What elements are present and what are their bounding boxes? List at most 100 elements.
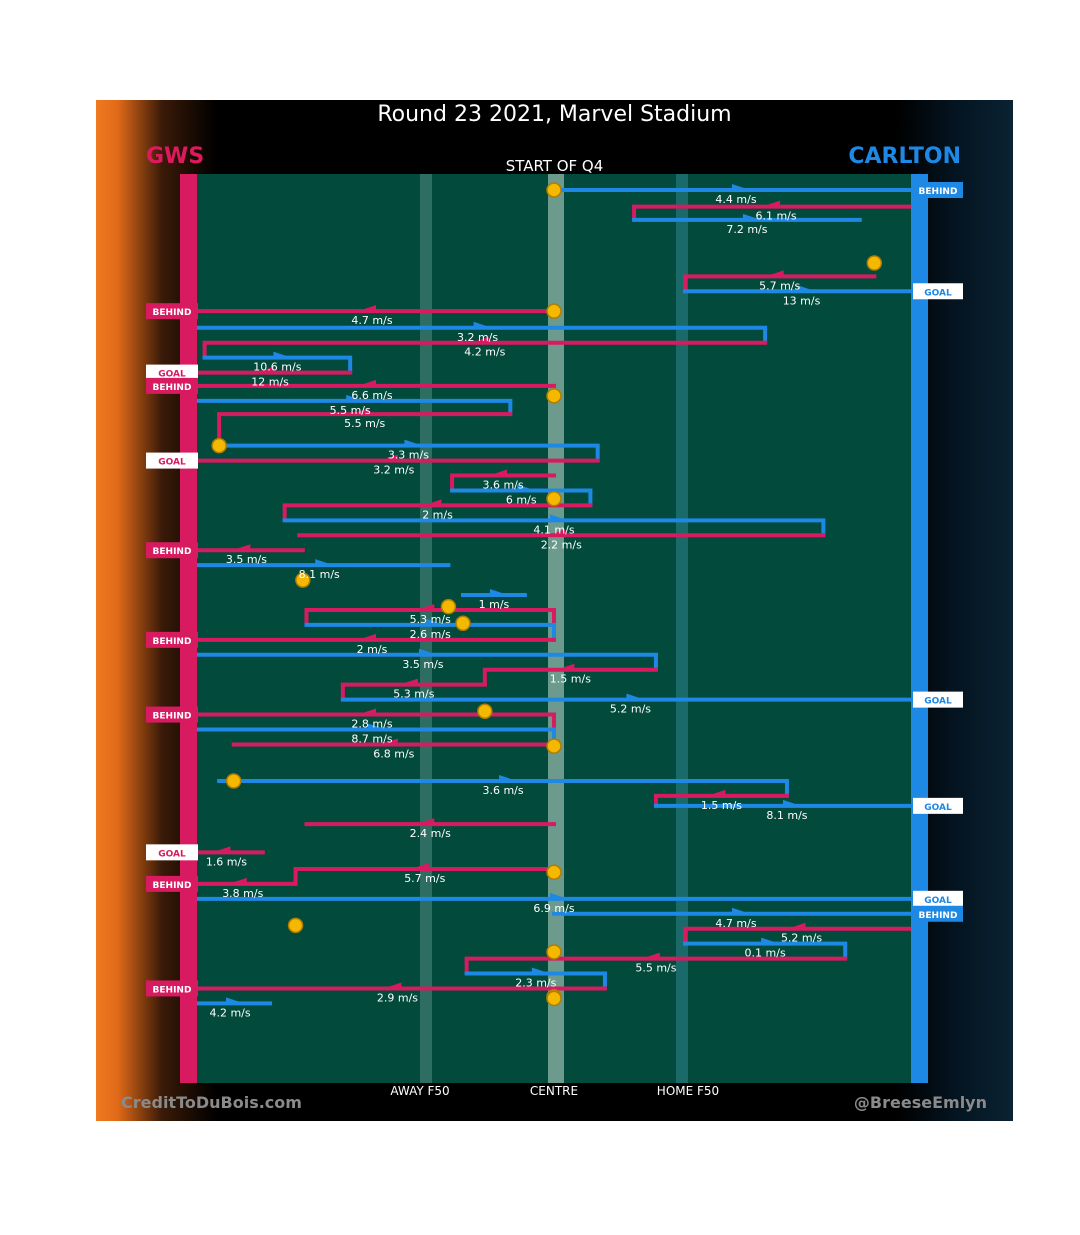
chain-37-arrow	[212, 846, 231, 854]
chain-21-arrow	[315, 559, 334, 567]
chain-46-arrow	[383, 982, 402, 990]
chain-42-arrow	[787, 922, 806, 930]
chain-41-end-label: BEHIND	[919, 911, 958, 921]
chain-7-arrow	[470, 336, 489, 344]
chain-20-arrow	[232, 544, 251, 552]
chain-32-speed-label: 6.8 m/s	[373, 747, 414, 760]
chain-9-arrow	[256, 366, 275, 374]
chain-39-arrow	[228, 877, 247, 885]
chain-35-speed-label: 8.1 m/s	[766, 809, 807, 822]
chain-45-arrow	[531, 967, 550, 975]
chain-4-end-badge	[913, 283, 963, 300]
chain-3-arrow	[765, 270, 784, 278]
chain-5-end-badge	[146, 303, 198, 320]
chain-11-speed-label: 5.5 m/s	[330, 404, 371, 417]
stoppage-marker-0	[546, 182, 562, 198]
chain-24-arrow	[426, 618, 445, 626]
stoppage-marker-12	[546, 864, 562, 881]
stoppage-marker-6	[295, 572, 311, 588]
chain-24-speed-label: 2.6 m/s	[410, 628, 451, 641]
chain-25-speed-label: 2 m/s	[357, 643, 388, 656]
chain-4-speed-label: 13 m/s	[783, 294, 821, 307]
away-team-label: CARLTON	[848, 144, 961, 169]
chain-39-end-badge	[146, 875, 198, 892]
chain-0-end-badge	[913, 182, 963, 198]
stoppage-marker-4	[211, 437, 227, 454]
chain-0-arrow	[732, 184, 750, 191]
chain-14-end-label: GOAL	[158, 458, 186, 468]
chain-6-arrow	[473, 321, 492, 329]
chain-10-arrow	[358, 379, 376, 387]
chain-29-end-badge	[913, 691, 963, 708]
home-team-label: GWS	[146, 144, 205, 169]
chain-37-end-label: GOAL	[158, 849, 186, 859]
chain-9-speed-label: 12 m/s	[251, 376, 289, 389]
chain-14-speed-label: 3.2 m/s	[373, 464, 414, 477]
chain-23-arrow	[416, 603, 435, 611]
chain-11-arrow	[346, 394, 365, 402]
chain-30-arrow	[358, 708, 376, 716]
chain-26-arrow	[418, 648, 437, 656]
chain-4-end-label: GOAL	[924, 288, 952, 298]
chain-30-speed-label: 2.8 m/s	[351, 718, 392, 731]
chain-4-arrow	[797, 285, 816, 293]
chain-20-speed-label: 3.5 m/s	[226, 553, 267, 566]
chain-43-arrow	[761, 937, 780, 945]
chain-8-speed-label: 10.6 m/s	[253, 361, 301, 374]
chain-18-speed-label: 4.1 m/s	[533, 523, 574, 536]
chain-8-arrow	[273, 351, 292, 359]
stoppage-marker-13	[287, 917, 304, 934]
chain-2-arrow	[742, 213, 761, 221]
chain-14-arrow	[379, 454, 398, 462]
chain-17-arrow	[423, 499, 442, 507]
chain-26-speed-label: 3.5 m/s	[402, 658, 443, 671]
chain-43-speed-label: 0.1 m/s	[745, 947, 786, 960]
stoppage-marker-14	[546, 944, 562, 960]
chain-12-arrow	[350, 408, 369, 416]
chain-44-speed-label: 5.5 m/s	[635, 962, 676, 975]
chain-5-arrow	[358, 305, 376, 313]
zone-label-centre: CENTRE	[529, 1084, 579, 1098]
stoppage-marker-9	[477, 703, 493, 719]
chain-1-arrow	[762, 200, 781, 208]
stoppage-marker-16	[546, 990, 562, 1007]
chain-23-speed-label: 5.3 m/s	[410, 613, 451, 626]
chain-25-arrow	[358, 633, 376, 641]
chain-47-speed-label: 4.2 m/s	[209, 1006, 250, 1019]
chain-21-speed-label: 8.1 m/s	[299, 568, 340, 581]
chain-29-end-label: GOAL	[924, 697, 952, 707]
chain-39-end-label: BEHIND	[153, 881, 192, 891]
chain-15-speed-label: 3.6 m/s	[482, 479, 523, 492]
stoppage-marker-8	[455, 615, 471, 632]
chain-35-end-label: GOAL	[924, 803, 952, 813]
chain-30-end-badge	[146, 706, 198, 723]
chain-3-speed-label: 5.7 m/s	[759, 279, 800, 292]
kick-chain-chart: BEHIND GOAL BEHIND GOAL BEHIND GOAL BEHIND BEHI…	[96, 100, 1013, 1121]
chain-38-speed-label: 5.7 m/s	[404, 872, 445, 885]
chain-41-arrow	[732, 907, 750, 915]
stoppage-marker-7	[440, 598, 457, 615]
credit-left: CreditToDuBois.com	[121, 1093, 302, 1112]
chain-10-speed-label: 6.6 m/s	[351, 389, 392, 402]
chart-title: Round 23 2021, Marvel Stadium	[377, 102, 732, 127]
chain-22-speed-label: 1 m/s	[479, 598, 510, 611]
chain-47-arrow	[226, 997, 245, 1005]
chain-46-end-label: BEHIND	[153, 985, 192, 995]
chain-10-end-badge	[146, 377, 198, 394]
stoppage-marker-2	[546, 303, 562, 319]
chain-29-speed-label: 5.2 m/s	[610, 703, 651, 716]
chain-25-end-label: BEHIND	[153, 637, 192, 647]
zone-label-home-f50: HOME F50	[656, 1084, 720, 1098]
chain-46-speed-label: 2.9 m/s	[377, 991, 418, 1004]
chain-13-arrow	[404, 439, 423, 447]
chain-1-speed-label: 6.1 m/s	[755, 210, 796, 223]
chain-29-arrow	[626, 693, 645, 701]
chain-36-arrow	[416, 818, 435, 826]
chain-28-arrow	[399, 678, 418, 686]
chain-14-end-badge	[146, 452, 198, 469]
chain-38-arrow	[410, 862, 429, 870]
credit-right: @BreeseEmlyn	[853, 1093, 987, 1112]
chain-36-speed-label: 2.4 m/s	[410, 827, 451, 840]
stoppage-marker-5	[546, 491, 562, 507]
chain-42-speed-label: 5.2 m/s	[781, 932, 822, 945]
